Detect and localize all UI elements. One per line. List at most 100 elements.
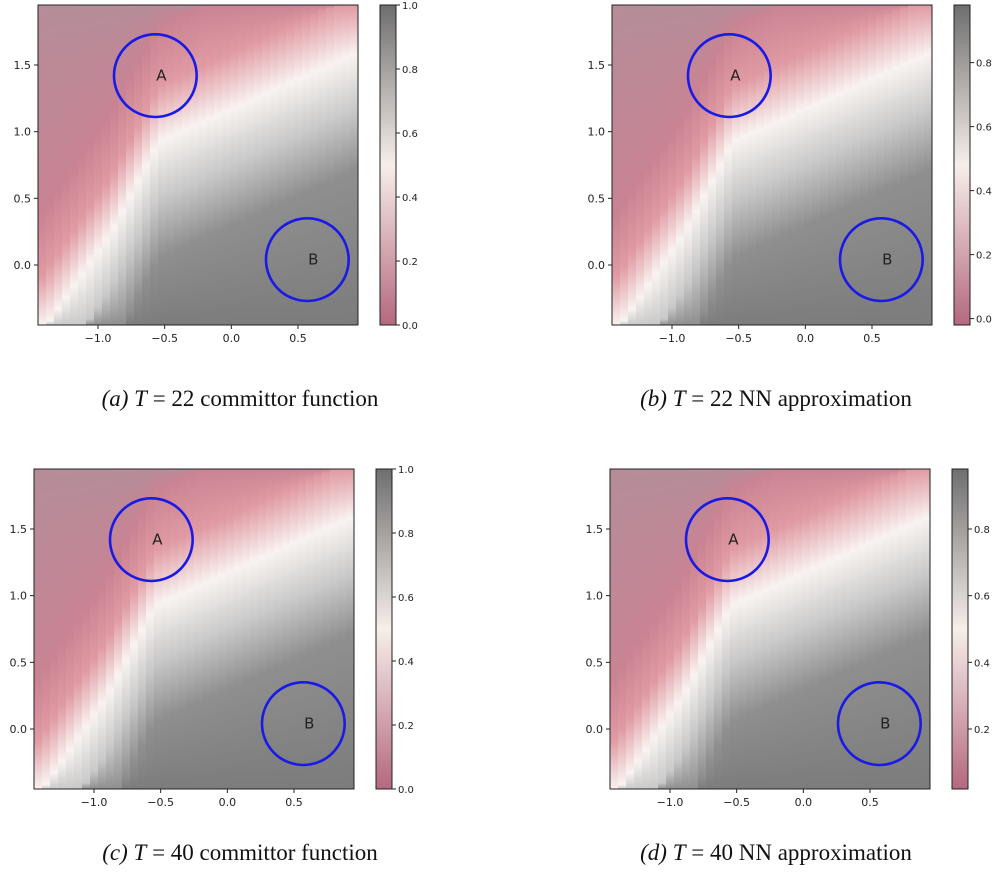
chart-b: A B −1.0 −0.5 0.0 0.5 0.0 0.5 1.0 1.5 0.0 0.2 0.4 0.6… xyxy=(588,4,992,345)
heatmap-strip xyxy=(58,469,67,789)
heatmap-strip xyxy=(690,469,699,789)
heatmap-strip xyxy=(234,469,243,789)
heatmap-strip xyxy=(610,469,619,789)
region-b-label: B xyxy=(882,251,892,269)
heatmap-strip xyxy=(762,469,771,789)
colorbar-tick-label: 0.8 xyxy=(974,525,990,536)
heatmap-strip xyxy=(238,5,247,325)
colorbar xyxy=(953,4,971,326)
heatmap-strip xyxy=(106,469,115,789)
heatmap-strip xyxy=(650,469,659,789)
heatmap-strip xyxy=(226,469,235,789)
heatmap-strip xyxy=(818,469,827,789)
region-a-label: A xyxy=(156,67,167,85)
heatmap xyxy=(38,5,358,325)
heatmap-strip xyxy=(290,469,299,789)
heatmap-strip xyxy=(804,5,813,325)
heatmap-strip xyxy=(658,469,667,789)
region-b-circle xyxy=(260,681,346,767)
caption-d: (d) T = 40 NN approximation xyxy=(556,840,996,866)
heatmap-strip xyxy=(310,5,319,325)
heatmap-strip xyxy=(250,469,259,789)
region-b-label: B xyxy=(304,715,314,733)
heatmap-strip xyxy=(166,5,175,325)
heatmap-strip xyxy=(836,5,845,325)
y-tick-label: 0.5 xyxy=(586,656,604,669)
heatmap-strip xyxy=(306,469,315,789)
heatmap-strip xyxy=(34,469,43,789)
panel-a: A B −1.0 −0.5 0.0 0.5 0.0 0.5 1.0 1.5 0.0 0.2 0.4 0.6… xyxy=(0,0,500,442)
caption-symbol: T xyxy=(672,840,686,865)
heatmap-strip xyxy=(90,469,99,789)
heatmap-strip xyxy=(198,5,207,325)
x-tick-label: 0.5 xyxy=(289,332,307,345)
colorbar-tick-label: 0.6 xyxy=(402,129,418,140)
heatmap-strip xyxy=(796,5,805,325)
heatmap-strip xyxy=(908,5,917,325)
heatmap-strip xyxy=(716,5,725,325)
heatmap-strip xyxy=(346,469,354,789)
colorbar-tick-label: 0.2 xyxy=(974,725,990,736)
colorbar xyxy=(375,468,393,790)
heatmap-strip xyxy=(810,469,819,789)
colorbar xyxy=(379,4,397,326)
heatmap-strip xyxy=(738,469,747,789)
axes-frame xyxy=(609,468,931,790)
x-tick-label: −1.0 xyxy=(81,796,108,809)
heatmap-strip xyxy=(338,469,347,789)
colorbar-tick-label: 0.6 xyxy=(976,123,992,134)
region-a-circle xyxy=(112,33,198,119)
caption-symbol: T xyxy=(133,840,147,865)
x-tick-label: −1.0 xyxy=(659,332,686,345)
caption-text: NN approximation xyxy=(738,386,912,411)
y-tick-label: 0.5 xyxy=(588,192,606,205)
y-tick-label: 0.0 xyxy=(10,723,28,736)
colorbar-tick-label: 0.8 xyxy=(402,65,418,76)
heatmap-strip xyxy=(746,469,755,789)
region-b-label: B xyxy=(308,251,318,269)
heatmap xyxy=(34,469,354,789)
heatmap-strip xyxy=(900,5,909,325)
colorbar-tick-label: 1.0 xyxy=(402,1,418,12)
heatmap-strip xyxy=(134,5,143,325)
heatmap-strip xyxy=(684,5,693,325)
heatmap-strip xyxy=(298,469,307,789)
colorbar-tick-label: 1.0 xyxy=(398,465,414,476)
heatmap xyxy=(612,5,932,325)
heatmap-strip xyxy=(868,5,877,325)
heatmap-strip xyxy=(350,5,358,325)
heatmap-strip xyxy=(842,469,851,789)
heatmap-strip xyxy=(82,469,91,789)
x-tick-label: 0.0 xyxy=(797,332,815,345)
heatmap-strip xyxy=(812,5,821,325)
x-tick-label: −0.5 xyxy=(725,332,752,345)
heatmap-strip xyxy=(828,5,837,325)
heatmap-strip xyxy=(46,5,55,325)
heatmap-strip xyxy=(102,5,111,325)
heatmap-strip xyxy=(748,5,757,325)
heatmap-strip xyxy=(852,5,861,325)
heatmap-strip xyxy=(612,5,621,325)
heatmap-strip xyxy=(146,469,155,789)
heatmap-strip xyxy=(282,469,291,789)
heatmap-strip xyxy=(170,469,179,789)
heatmap-strip xyxy=(326,5,335,325)
heatmap-strip xyxy=(154,469,163,789)
heatmap-strip xyxy=(38,5,47,325)
heatmap-strip xyxy=(876,5,885,325)
axes-frame xyxy=(37,4,359,326)
region-a-circle xyxy=(108,497,194,583)
region-a-label: A xyxy=(152,531,163,549)
heatmap-strip xyxy=(114,469,123,789)
region-a-label: A xyxy=(728,531,739,549)
heatmap-strip xyxy=(674,469,683,789)
heatmap-strip xyxy=(660,5,669,325)
heatmap-strip xyxy=(122,469,131,789)
caption-a: (a) T = 22 committor function xyxy=(20,386,460,412)
y-tick-label: 0.5 xyxy=(10,656,28,669)
heatmap-strip xyxy=(202,469,211,789)
heatmap-strip xyxy=(916,5,925,325)
heatmap-strip xyxy=(778,469,787,789)
heatmap-strip xyxy=(626,469,635,789)
caption-symbol: T xyxy=(672,386,686,411)
